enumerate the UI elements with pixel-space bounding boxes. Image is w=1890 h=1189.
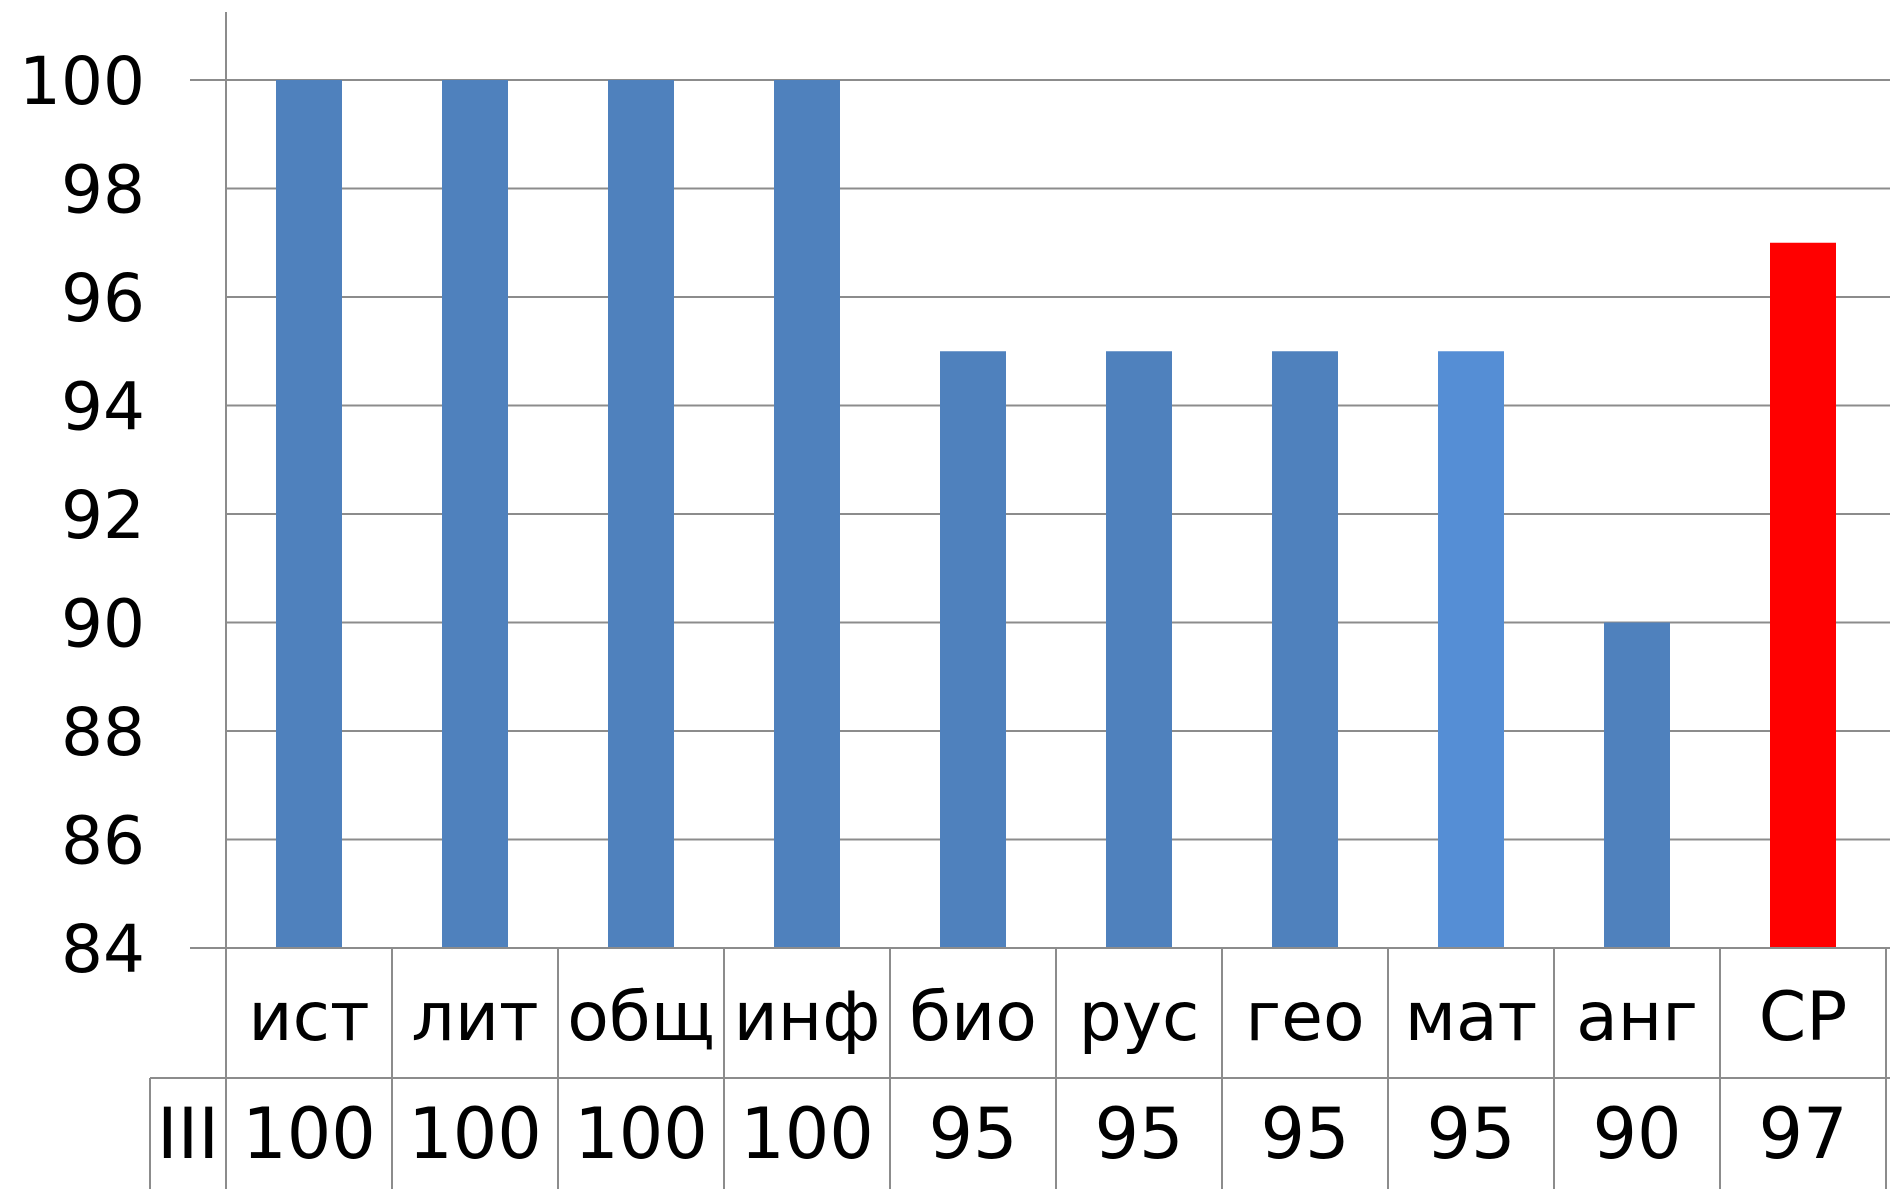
- data-label: 100: [242, 1093, 376, 1175]
- x-tick-label: ист: [248, 978, 369, 1057]
- bar-7: [1272, 351, 1338, 948]
- data-label: 95: [1260, 1093, 1349, 1175]
- x-tick-label: мат: [1405, 978, 1538, 1057]
- data-label: 100: [408, 1093, 542, 1175]
- data-label: 97: [1758, 1093, 1847, 1175]
- data-label: 95: [928, 1093, 1017, 1175]
- bar-3: [608, 80, 674, 948]
- y-tick-label: 96: [61, 260, 145, 337]
- x-tick-label: рус: [1079, 978, 1200, 1057]
- x-tick-label: лит: [411, 978, 538, 1057]
- data-label: 95: [1094, 1093, 1183, 1175]
- x-tick-label: общ: [567, 978, 715, 1057]
- bar-6: [1106, 351, 1172, 948]
- y-tick-labels: 84 86 88 90 92 94 96 98 100: [19, 43, 145, 988]
- bar-8: [1438, 351, 1504, 948]
- x-tick-label: гео: [1245, 978, 1364, 1057]
- x-tick-label: инф: [734, 978, 881, 1057]
- data-label: 95: [1426, 1093, 1515, 1175]
- data-label: 90: [1592, 1093, 1681, 1175]
- y-tick-label: 84: [61, 911, 145, 988]
- y-tick-label: 90: [61, 586, 145, 663]
- y-tick-label: 88: [61, 694, 145, 771]
- bar-5: [940, 351, 1006, 948]
- series-name: III: [157, 1093, 219, 1175]
- x-tick-label: био: [909, 978, 1037, 1057]
- y-tick-label: 92: [61, 477, 145, 554]
- bar-4: [774, 80, 840, 948]
- data-label: 100: [574, 1093, 708, 1175]
- bars: [276, 80, 1836, 948]
- data-table: III ист 100 лит 100 общ 100 инф 100 био 95 рус 95 гео…: [149, 948, 1890, 1189]
- y-tick-label: 98: [61, 152, 145, 229]
- axes: [190, 12, 1890, 1189]
- data-label: 100: [740, 1093, 874, 1175]
- y-tick-label: 86: [61, 803, 145, 880]
- bar-9: [1604, 622, 1670, 948]
- x-tick-label: СР: [1759, 978, 1848, 1057]
- bar-10: [1770, 242, 1836, 948]
- y-tick-label: 100: [19, 43, 145, 120]
- bar-1: [276, 80, 342, 948]
- bar-2: [442, 80, 508, 948]
- y-tick-label: 94: [61, 369, 145, 446]
- x-tick-label: анг: [1576, 978, 1698, 1057]
